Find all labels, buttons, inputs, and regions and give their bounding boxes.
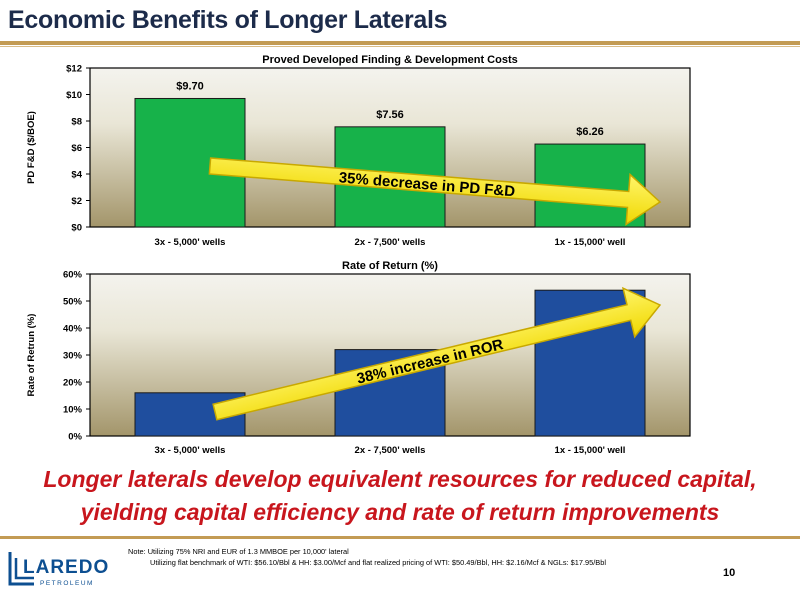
footnote: Note: Utilizing 75% NRI and EUR of 1.3 M…	[128, 546, 748, 568]
laredo-logo: LAREDO PETROLEUM	[8, 552, 109, 587]
chart2-ytick-label: 0%	[68, 432, 82, 443]
chart2-ytick-label: 60%	[63, 270, 83, 281]
tagline-line-1: Longer laterals develop equivalent resou…	[43, 466, 757, 492]
chart2-title: Rate of Return (%)	[342, 260, 438, 272]
chart2-category-label: 2x - 7,500' wells	[355, 445, 426, 456]
chart1-ytick-label: $6	[71, 143, 82, 154]
title-divider	[0, 41, 800, 45]
chart1-ytick-label: $2	[71, 196, 82, 207]
chart2-annotation-arrow	[212, 286, 662, 421]
chart1-ytick-label: $0	[71, 223, 82, 234]
chart1-category-label: 1x - 15,000' well	[555, 237, 626, 248]
chart2-ytick-label: 40%	[63, 324, 83, 335]
tagline-line-2: yielding capital efficiency and rate of …	[80, 499, 720, 525]
page-number: 10	[723, 567, 736, 579]
logo-subtitle: PETROLEUM	[40, 580, 94, 587]
chart2-category-label: 3x - 5,000' wells	[155, 445, 226, 456]
chart1-ytick-label: $4	[71, 170, 82, 181]
chart2-ylabel: Rate of Retrun (%)	[26, 314, 37, 397]
chart1-data-label: $9.70	[176, 80, 204, 92]
slide-title: Economic Benefits of Longer Laterals	[8, 6, 448, 34]
footnote-line-1: Note: Utilizing 75% NRI and EUR of 1.3 M…	[128, 547, 349, 556]
chart2-ytick-label: 30%	[63, 351, 83, 362]
chart1-annotation-arrow	[208, 157, 662, 226]
chart2-ytick-label: 10%	[63, 405, 83, 416]
chart1-title: Proved Developed Finding & Development C…	[262, 54, 518, 66]
logo-wordmark: LAREDO	[23, 557, 109, 578]
chart1-data-label: $6.26	[576, 126, 604, 138]
chart1-data-label: $7.56	[376, 109, 404, 121]
chart1-ytick-label: $8	[71, 117, 82, 128]
tagline: Longer laterals develop equivalent resou…	[20, 463, 780, 529]
chart1-ytick-label: $10	[66, 90, 82, 101]
chart1-ytick-label: $12	[66, 64, 82, 75]
chart1-category-label: 3x - 5,000' wells	[155, 237, 226, 248]
footnote-line-2: Utilizing flat benchmark of WTI: $56.10/…	[150, 558, 606, 567]
charts-area: Proved Developed Finding & Development C…	[26, 54, 691, 456]
chart2-ytick-label: 50%	[63, 297, 83, 308]
footer-divider	[0, 536, 800, 539]
title-divider-thin	[0, 46, 800, 47]
chart2-ytick-label: 20%	[63, 378, 83, 389]
chart1-category-label: 2x - 7,500' wells	[355, 237, 426, 248]
chart1-ylabel: PD F&D ($/BOE)	[26, 111, 37, 184]
chart2-category-label: 1x - 15,000' well	[555, 445, 626, 456]
